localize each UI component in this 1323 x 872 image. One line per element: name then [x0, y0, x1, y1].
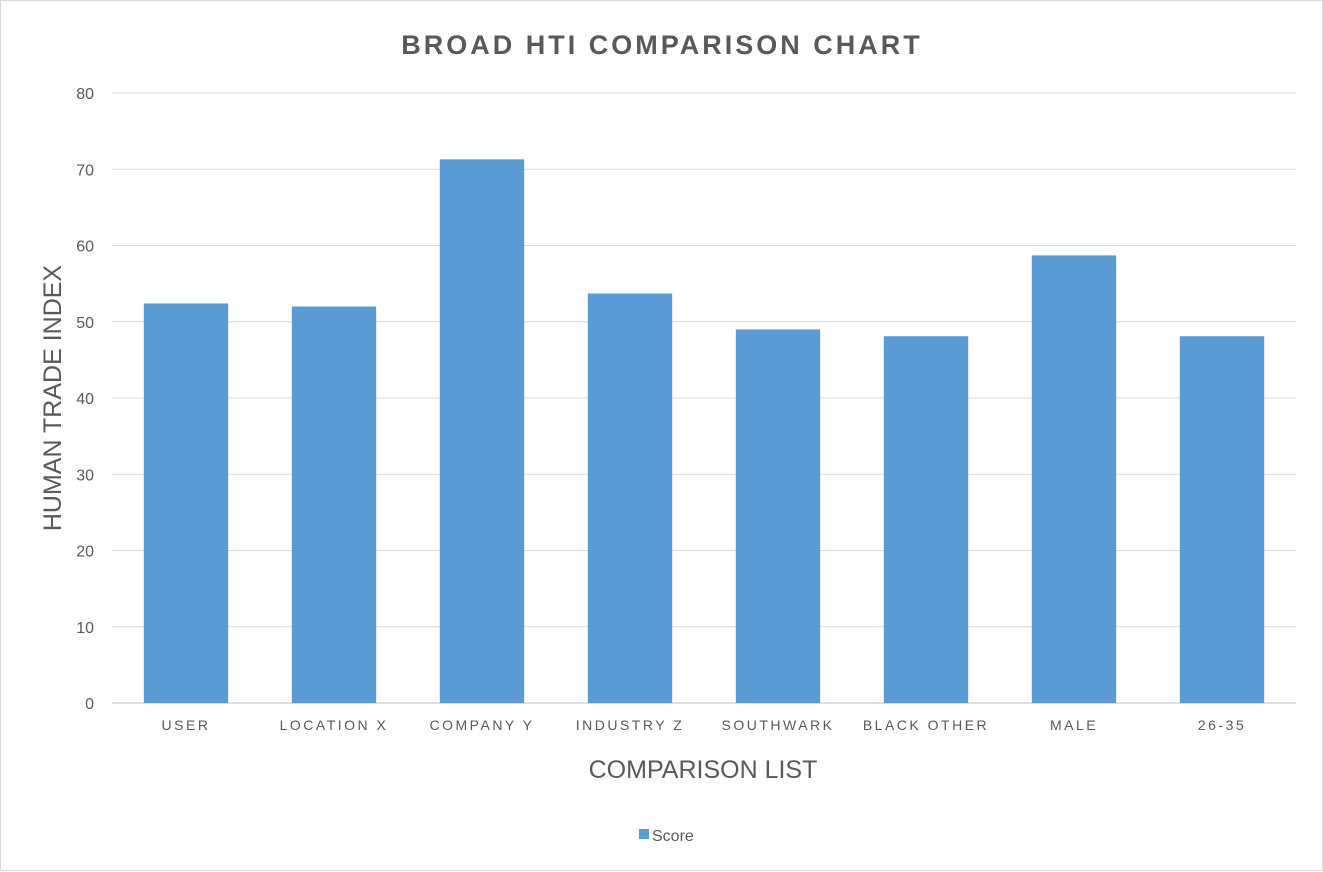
x-tick-label: BLACK OTHER [863, 717, 989, 733]
x-axis-ticks: USER LOCATION X COMPANY Y INDUSTRY Z SOUTHWA… [162, 717, 1246, 733]
bar [143, 303, 229, 703]
x-tick-label: COMPANY Y [430, 717, 535, 733]
bar [439, 159, 525, 703]
bar [735, 329, 821, 703]
bar [587, 293, 673, 703]
x-tick-label: 26-35 [1198, 717, 1246, 733]
bars [143, 159, 1265, 703]
legend: Score [639, 828, 694, 845]
y-tick-label: 30 [76, 467, 94, 484]
bar [883, 336, 969, 703]
x-tick-label: MALE [1050, 717, 1098, 733]
x-axis-label: COMPARISON LIST [589, 756, 818, 784]
legend-swatch [639, 829, 649, 839]
legend-label: Score [652, 828, 694, 845]
y-axis-ticks: 0 10 20 30 40 50 60 70 80 [76, 86, 94, 713]
x-tick-label: USER [162, 717, 211, 733]
x-tick-label: SOUTHWARK [722, 717, 835, 733]
y-axis-label: HUMAN TRADE INDEX [39, 265, 67, 532]
y-tick-label: 20 [76, 544, 94, 561]
bar [1031, 255, 1117, 703]
x-tick-label: LOCATION X [280, 717, 389, 733]
y-tick-label: 0 [85, 696, 94, 713]
y-tick-label: 40 [76, 391, 94, 408]
chart-title: BROAD HTI COMPARISON CHART [401, 30, 922, 60]
y-tick-label: 10 [76, 620, 94, 637]
y-tick-label: 50 [76, 315, 94, 332]
x-tick-label: INDUSTRY Z [576, 717, 685, 733]
bar [291, 306, 377, 703]
y-tick-label: 70 [76, 162, 94, 179]
bar [1179, 336, 1265, 703]
y-tick-label: 60 [76, 239, 94, 256]
gridlines [112, 92, 1296, 704]
y-tick-label: 80 [76, 86, 94, 103]
